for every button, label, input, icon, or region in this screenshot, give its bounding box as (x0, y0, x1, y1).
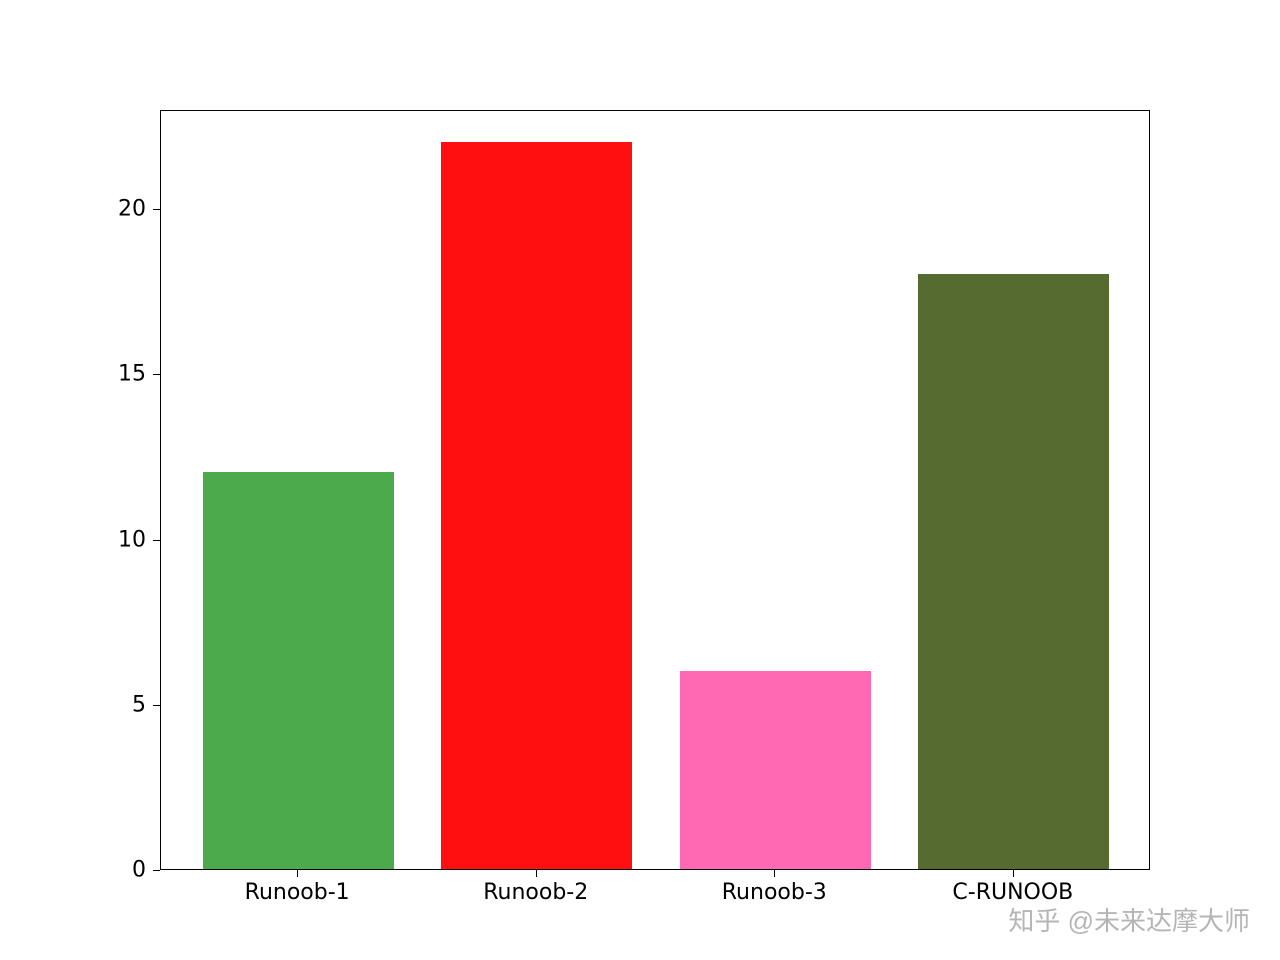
bar-Runoob-3 (680, 671, 871, 869)
xtick-mark (297, 870, 298, 877)
ytick-label: 0 (0, 858, 146, 883)
ytick-mark (153, 540, 160, 541)
xtick-label: Runoob-3 (722, 880, 827, 905)
plot-area (160, 110, 1150, 870)
xtick-mark (774, 870, 775, 877)
ytick-label: 5 (0, 692, 146, 717)
ytick-label: 10 (0, 527, 146, 552)
ytick-mark (153, 705, 160, 706)
watermark: 知乎 @未来达摩大师 (1008, 901, 1250, 938)
xtick-label: Runoob-1 (245, 880, 350, 905)
ytick-mark (153, 374, 160, 375)
ytick-mark (153, 870, 160, 871)
bar-Runoob-1 (203, 472, 394, 869)
xtick-label: Runoob-2 (483, 880, 588, 905)
ytick-mark (153, 209, 160, 210)
ytick-label: 15 (0, 362, 146, 387)
xtick-mark (536, 870, 537, 877)
xtick-mark (1013, 870, 1014, 877)
bar-C-RUNOOB (918, 274, 1109, 869)
bar-Runoob-2 (441, 142, 632, 869)
figure: 05101520 Runoob-1Runoob-2Runoob-3C-RUNOO… (0, 0, 1280, 960)
ytick-label: 20 (0, 197, 146, 222)
watermark-text: 知乎 @未来达摩大师 (1008, 906, 1250, 936)
